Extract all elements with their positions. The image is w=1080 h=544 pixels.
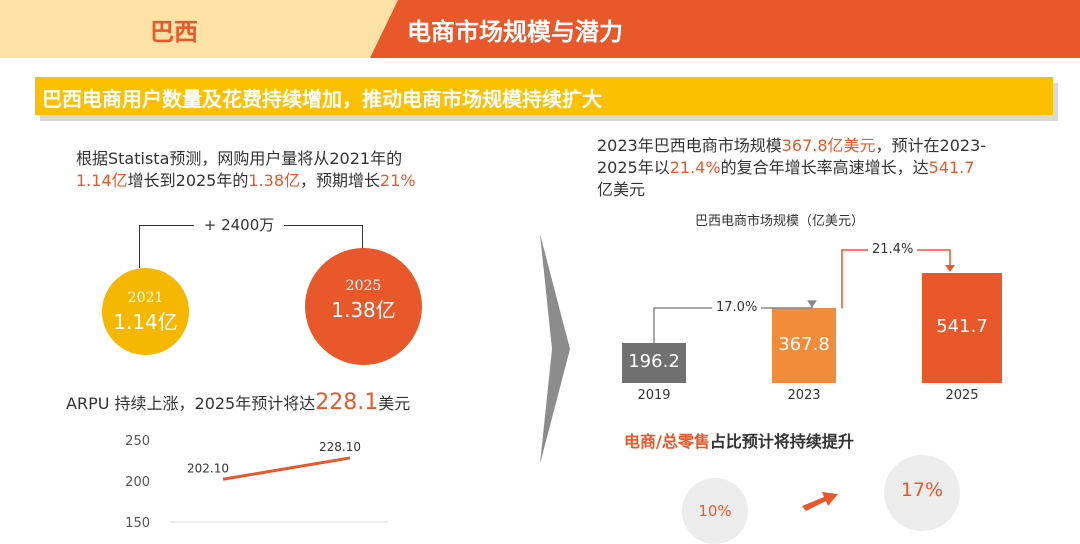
growth-label: 21.4%	[868, 242, 918, 257]
circle-2021: 2021 1.14亿	[102, 268, 189, 355]
bar-2023	[772, 308, 836, 383]
bar-2025	[922, 273, 1002, 383]
page-title: 电商市场规模与潜力	[407, 18, 623, 46]
circle-value: 1.14亿	[113, 310, 178, 334]
arpu-title-value: 228.1	[315, 390, 379, 415]
growth-label: 17.0%	[712, 300, 762, 315]
circle-year: 2021	[127, 290, 164, 306]
retail-share-title-rest: 占比预计将持续提升	[709, 432, 854, 451]
retail-share-title: 电商/总零售占比预计将持续提升	[624, 428, 854, 452]
retail-share-to-bubble: 17%	[884, 455, 960, 531]
y-tick-label: 200	[125, 475, 150, 490]
users-text-part: ，预期增长	[300, 171, 381, 190]
y-tick-label: 150	[125, 516, 150, 531]
growth-connectors	[653, 249, 955, 344]
arpu-series-line	[222, 456, 351, 481]
header-left-band	[0, 0, 400, 58]
circle-value: 1.38亿	[331, 298, 396, 322]
growth-connector-line	[841, 249, 951, 309]
x-tick-label: 2025	[945, 388, 979, 403]
country-label: 巴西	[150, 18, 198, 46]
x-tick-label: 2019	[637, 388, 671, 403]
market-text-line1: 2023年巴西电商市场规模367.8亿美元，预计在2023-	[597, 135, 986, 157]
market-text-part: ，预计在2023-	[875, 136, 987, 155]
arpu-title-text: ARPU 持续上涨，2025年预计将达	[66, 394, 316, 413]
circle-year: 2025	[345, 278, 382, 294]
increase-label: + 2400万	[194, 214, 284, 236]
chart-title: 巴西电商市场规模（亿美元）	[695, 214, 865, 229]
section-separator-arrow	[540, 234, 570, 464]
bar-2019	[622, 343, 686, 383]
data-label: 202.10	[187, 461, 229, 475]
summary-banner	[35, 77, 1053, 115]
market-2025-value: 541.7	[928, 158, 975, 177]
y-tick-label: 250	[125, 434, 150, 449]
market-text-line3: 亿美元	[597, 180, 646, 199]
circle-2025: 2025 1.38亿	[305, 248, 422, 365]
market-text-part: 2025年以	[597, 158, 670, 177]
data-label: 228.10	[319, 440, 361, 454]
users-text-line2: 1.14亿增长到2025年的1.38亿，预期增长21%	[76, 170, 416, 192]
market-cagr-value: 21.4%	[669, 158, 721, 177]
header-right-band	[370, 0, 1080, 58]
market-bar-chart: 巴西电商市场规模（亿美元） 196.2 2019 367.8 2023 541.7 202…	[600, 200, 1040, 415]
users-text-line1: 根据Statista预测，网购用户量将从2021年的	[76, 149, 403, 168]
arpu-line-chart: 250 200 150 202.10 228.10	[125, 434, 388, 531]
bar-value-label: 367.8	[778, 333, 830, 355]
trend-arrow-icon	[802, 492, 838, 511]
bar-value-label: 541.7	[936, 316, 988, 337]
x-tick-label: 2023	[787, 388, 821, 403]
banner-text: 巴西电商用户数量及花费持续增加，推动电商市场规模持续扩大	[42, 87, 602, 111]
users-text-part: 增长到2025年的	[127, 171, 249, 190]
retail-share-title-highlight: 电商/总零售	[624, 432, 710, 451]
users-2025-value: 1.38亿	[248, 171, 301, 190]
retail-share-from-bubble: 10%	[682, 478, 748, 544]
arpu-title: ARPU 持续上涨，2025年预计将达228.1美元	[66, 390, 410, 417]
growth-arrowhead	[807, 300, 817, 308]
users-2021-value: 1.14亿	[76, 171, 128, 190]
market-2023-value: 367.8亿美元	[781, 136, 876, 155]
market-text-line2: 2025年以21.4%的复合年增长率高速增长，达541.7	[597, 157, 974, 179]
users-growth-value: 21%	[380, 171, 416, 190]
bar-value-label: 196.2	[628, 351, 680, 373]
market-text-part: 的复合年增长率高速增长，达	[720, 158, 929, 177]
market-text-part: 2023年巴西电商市场规模	[597, 136, 782, 155]
growth-arrowhead	[945, 265, 955, 272]
arpu-title-unit: 美元	[378, 394, 411, 413]
